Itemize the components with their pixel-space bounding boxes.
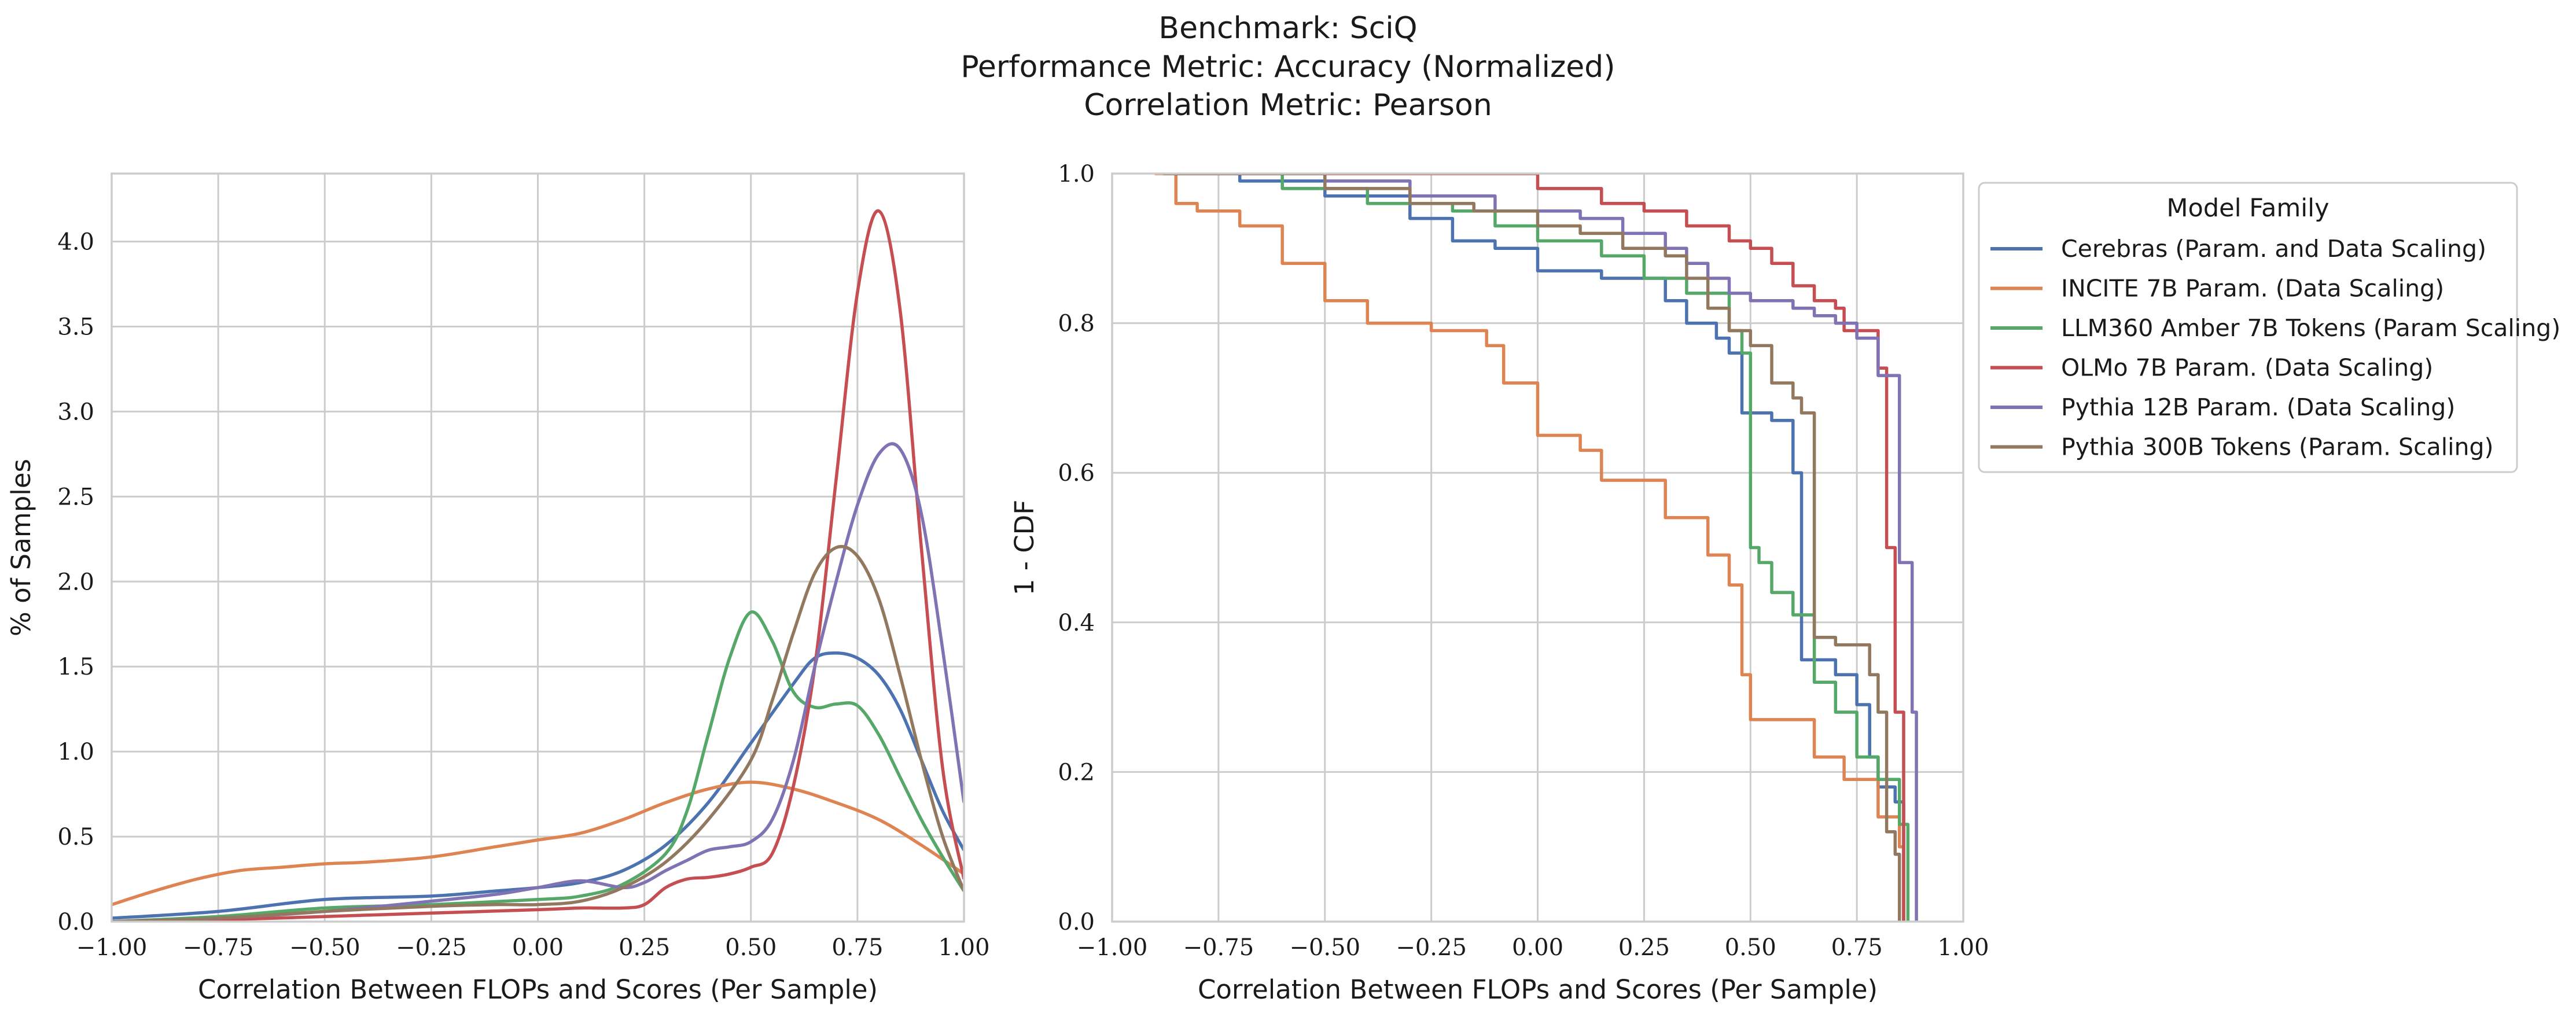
y-tick-label: 3.0 — [57, 399, 94, 425]
series-line-olmo-7b-param-data-scaling — [112, 209, 964, 922]
series-line-incite-7b-param-data-scaling — [1154, 174, 1905, 922]
legend-item-pythia-12b-param-data-scaling: Pythia 12B Param. (Data Scaling) — [1990, 393, 2455, 421]
legend-item-pythia-300b-tokens-param-scaling: Pythia 300B Tokens (Param. Scaling) — [1990, 433, 2494, 461]
legend-items: Cerebras (Param. and Data Scaling) INCITE… — [1990, 235, 2560, 461]
x-tick-label: −0.25 — [396, 934, 467, 961]
survival-plot-panel: −1.00 −0.75 −0.50 −0.25 0.00 0.25 0.50 0.75 1.00… — [1009, 161, 1989, 1005]
y-axis-label: 1 - CDF — [1009, 500, 1040, 595]
figure-suptitle: Benchmark: SciQ Performance Metric: Accu… — [961, 11, 1615, 123]
x-tick-label: −0.50 — [289, 934, 360, 961]
plot-frame — [111, 172, 965, 923]
legend-label: Pythia 300B Tokens (Param. Scaling) — [2061, 433, 2494, 461]
suptitle-line-2: Performance Metric: Accuracy (Normalized… — [961, 50, 1615, 84]
grid — [1111, 172, 1964, 923]
series-line-cerebras-param-and-data-scaling — [112, 651, 964, 920]
y-tick-label: 0.0 — [1058, 909, 1095, 935]
y-tick-label: 1.0 — [1058, 161, 1095, 187]
x-tick-label: 1.00 — [1937, 934, 1989, 961]
x-tick-label: 1.00 — [938, 934, 989, 961]
y-tick-label: 0.4 — [1058, 610, 1095, 636]
series-line-pythia-300b-tokens-param-scaling — [112, 544, 964, 922]
legend-title: Model Family — [2166, 194, 2329, 223]
y-tick-label: 1.0 — [57, 739, 94, 765]
x-tick-label: 0.50 — [1725, 934, 1776, 961]
y-tick-label: 3.5 — [57, 314, 94, 340]
suptitle-line-3: Correlation Metric: Pearson — [1084, 88, 1492, 123]
legend-item-llm360-amber-7b-tokens-param-scaling: LLM360 Amber 7B Tokens (Param Scaling) — [1990, 314, 2560, 342]
x-tick-label: 0.50 — [725, 934, 777, 961]
x-tick-label: 0.25 — [619, 934, 670, 961]
y-tick-label: 1.5 — [57, 654, 94, 680]
legend: Model Family Cerebras (Param. and Data S… — [1978, 182, 2560, 473]
kde-plot-panel: −1.00 −0.75 −0.50 −0.25 0.00 0.25 0.50 0.75 1.00… — [6, 172, 990, 1005]
legend-label: Pythia 12B Param. (Data Scaling) — [2061, 393, 2455, 421]
y-tick-label: 0.0 — [57, 909, 94, 935]
x-axis-label: Correlation Between FLOPs and Scores (Pe… — [1198, 974, 1878, 1005]
x-tick-label: −0.75 — [183, 934, 254, 961]
x-tick-label: −0.50 — [1289, 934, 1360, 961]
x-tick-label: 0.00 — [1512, 934, 1563, 961]
series-line-pythia-300b-tokens-param-scaling — [1163, 174, 1901, 922]
series-lines — [112, 209, 964, 922]
y-tick-label: 0.8 — [1058, 311, 1095, 337]
x-tick-label: −0.25 — [1396, 934, 1467, 961]
series-line-pythia-12b-param-data-scaling — [112, 442, 964, 922]
x-tick-label: −1.00 — [76, 934, 148, 961]
grid — [111, 174, 965, 923]
tick-labels: −1.00 −0.75 −0.50 −0.25 0.00 0.25 0.50 0.75 1.00… — [1058, 161, 1989, 961]
series-line-incite-7b-param-data-scaling — [112, 780, 964, 907]
y-tick-label: 0.2 — [1058, 759, 1095, 786]
x-tick-label: −0.75 — [1183, 934, 1254, 961]
suptitle-line-1: Benchmark: SciQ — [1158, 11, 1417, 46]
y-tick-label: 2.5 — [57, 484, 94, 510]
series-line-cerebras-param-and-data-scaling — [1163, 174, 1905, 922]
x-tick-label: 0.00 — [512, 934, 564, 961]
legend-label: OLMo 7B Param. (Data Scaling) — [2061, 354, 2433, 382]
legend-item-cerebras-param-and-data-scaling: Cerebras (Param. and Data Scaling) — [1990, 235, 2486, 263]
legend-label: INCITE 7B Param. (Data Scaling) — [2061, 275, 2444, 303]
x-axis-label: Correlation Between FLOPs and Scores (Pe… — [198, 974, 878, 1005]
tick-labels: −1.00 −0.75 −0.50 −0.25 0.00 0.25 0.50 0.75 1.00… — [57, 229, 989, 961]
legend-label: Cerebras (Param. and Data Scaling) — [2061, 235, 2486, 263]
y-tick-label: 2.0 — [57, 569, 94, 595]
y-tick-label: 0.6 — [1058, 460, 1095, 487]
x-tick-label: −1.00 — [1077, 934, 1148, 961]
legend-frame — [1978, 182, 2518, 473]
legend-item-incite-7b-param-data-scaling: INCITE 7B Param. (Data Scaling) — [1990, 275, 2444, 303]
y-tick-label: 0.5 — [57, 824, 94, 850]
legend-item-olmo-7b-param-data-scaling: OLMo 7B Param. (Data Scaling) — [1990, 354, 2433, 382]
legend-label: LLM360 Amber 7B Tokens (Param Scaling) — [2061, 314, 2560, 342]
series-lines — [1154, 174, 1918, 922]
y-tick-label: 4.0 — [57, 229, 94, 256]
x-tick-label: 0.25 — [1618, 934, 1670, 961]
plot-frame — [1111, 172, 1964, 923]
x-tick-label: 0.75 — [831, 934, 883, 961]
y-axis-label: % of Samples — [6, 459, 36, 636]
series-line-olmo-7b-param-data-scaling — [1163, 174, 1905, 922]
x-tick-label: 0.75 — [1831, 934, 1883, 961]
